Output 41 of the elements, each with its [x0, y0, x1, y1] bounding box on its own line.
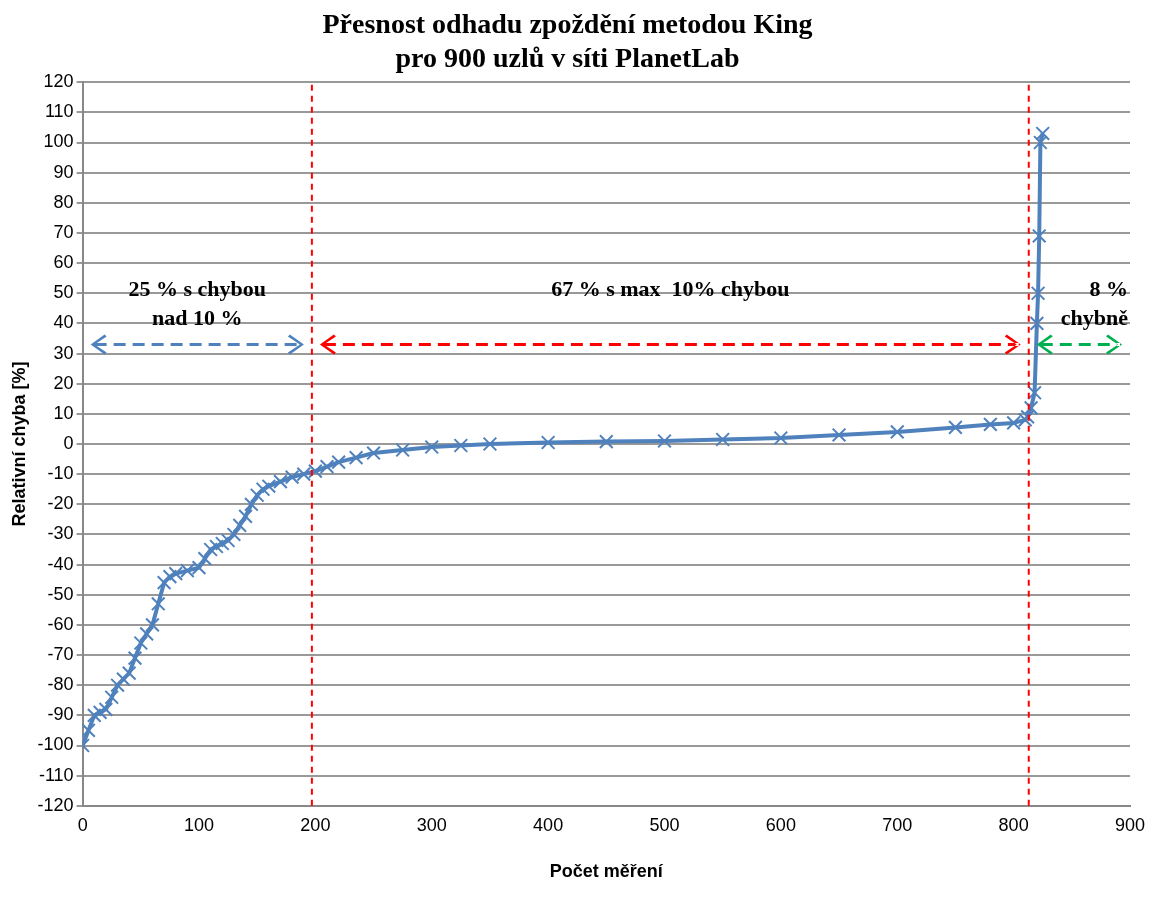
y-tick-label: 10 [53, 402, 74, 423]
y-tick-label: 50 [53, 282, 74, 303]
y-tick-label: 60 [53, 252, 74, 273]
y-tick-label: -60 [47, 613, 74, 634]
y-tick-label: -100 [37, 734, 74, 755]
x-tick-label: 0 [77, 814, 88, 835]
y-tick-label: 70 [53, 221, 74, 242]
y-tick-label: 40 [53, 312, 74, 333]
annotation: 8 % chybně [1060, 275, 1129, 330]
y-tick-label: 110 [44, 101, 74, 122]
y-tick-label: -20 [47, 493, 74, 514]
annotation: 67 % s max 10% chybou [551, 275, 790, 301]
x-tick-label: 100 [183, 814, 215, 835]
x-tick-label: 900 [1114, 814, 1146, 835]
y-tick-label: 30 [53, 342, 74, 363]
y-tick-label: -110 [38, 764, 74, 785]
y-tick-label: -90 [47, 704, 74, 725]
y-tick-label: -50 [47, 583, 74, 604]
y-tick-label: -120 [37, 794, 74, 815]
x-tick-label: 600 [765, 814, 796, 835]
annotation: 25 % s chybou nad 10 % [128, 275, 267, 330]
x-tick-label: 700 [882, 814, 913, 835]
x-tick-label: 200 [300, 814, 331, 835]
y-tick-label: 90 [53, 161, 74, 182]
x-tick-label: 300 [416, 814, 447, 835]
y-tick-label: 20 [53, 372, 74, 393]
y-tick-label: 120 [43, 71, 74, 92]
y-tick-label: -10 [47, 463, 74, 484]
y-tick-label: -80 [47, 674, 74, 695]
y-tick-label: -40 [47, 553, 74, 574]
y-tick-label: 80 [53, 191, 74, 212]
x-tick-label: 400 [533, 814, 564, 835]
y-tick-label: 0 [63, 432, 74, 453]
chart-title: Přesnost odhadu zpoždění metodou King pro 900 uzlů v síti PlanetLab [322, 8, 813, 73]
y-tick-label: 100 [43, 131, 74, 152]
x-tick-label: 500 [649, 814, 680, 835]
y-axis-title: Relativní chyba [%] [8, 361, 29, 527]
y-tick-label: -70 [47, 644, 74, 665]
x-tick-label: 800 [998, 814, 1029, 835]
y-tick-label: -30 [47, 523, 74, 544]
x-axis-title: Počet měření [549, 861, 664, 882]
